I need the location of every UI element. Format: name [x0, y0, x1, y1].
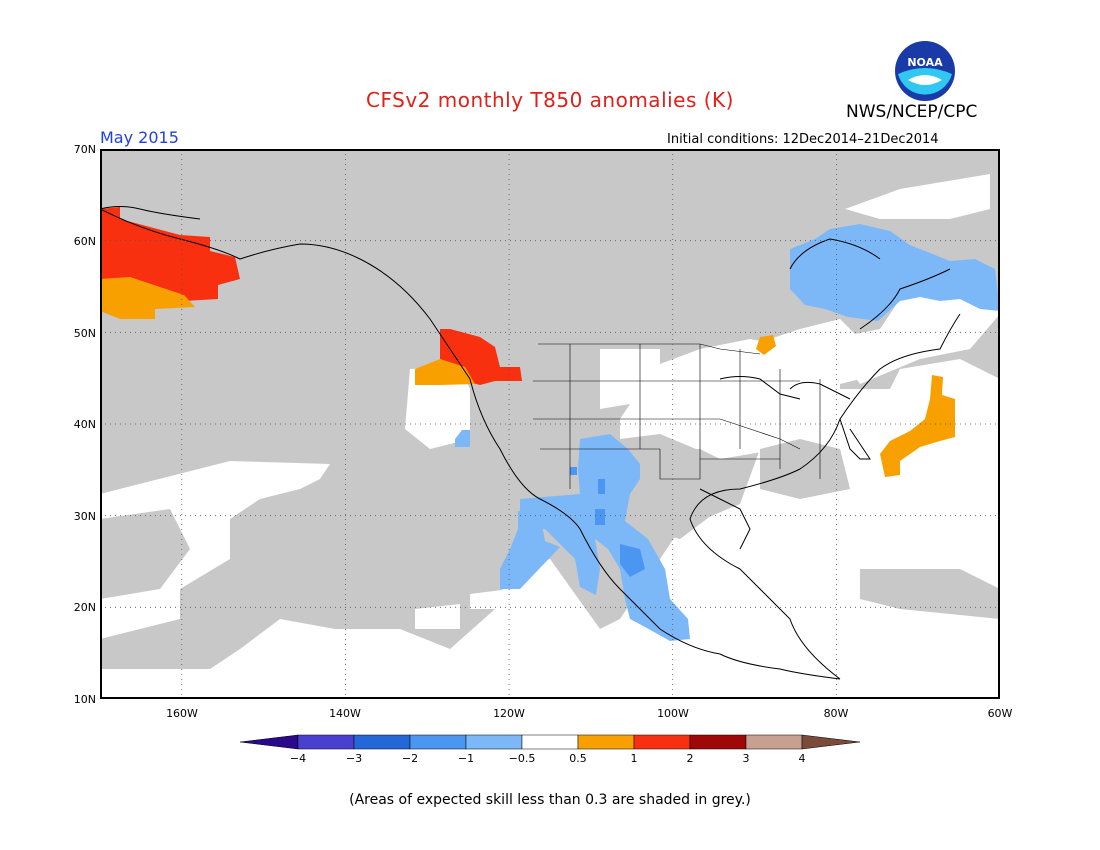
lon-label-160w: 160W — [166, 707, 198, 720]
colorbar-swatch-min — [240, 734, 299, 750]
pacific-nw-warm-orange — [415, 359, 475, 385]
lon-label-100w: 100W — [657, 707, 689, 720]
cold-anomalies — [455, 224, 1000, 641]
lat-label-20n: 20N — [73, 601, 96, 614]
lon-label-140w: 140W — [329, 707, 361, 720]
lon-label-120w: 120W — [493, 707, 525, 720]
footnote: (Areas of expected skill less than 0.3 a… — [349, 792, 751, 808]
colorbar-swatch-7 — [633, 734, 691, 750]
pacific-cold-small — [455, 430, 470, 447]
lat-label-60n: 60N — [73, 235, 96, 248]
colorbar-swatch-8 — [689, 734, 747, 750]
coastlines — [100, 206, 961, 680]
map-frame — [100, 149, 1000, 699]
warm-anomalies — [100, 207, 955, 477]
lat-label-50n: 50N — [73, 327, 96, 340]
colorbar-label: −1 — [457, 752, 475, 765]
colorbar-label: 3 — [742, 752, 750, 765]
atlantic-warm-orange — [880, 375, 955, 477]
greatlakes-warm-orange — [756, 335, 776, 355]
interior-grey — [100, 149, 1000, 619]
initial-conditions: Initial conditions: 12Dec2014–21Dec2014 — [667, 132, 939, 147]
colorbar-swatch-3 — [409, 734, 467, 750]
southwest-cold — [520, 434, 690, 641]
pacific-cold — [500, 511, 560, 589]
colorbar-swatches — [240, 734, 860, 750]
colorbar-label: −3 — [345, 752, 363, 765]
colorbar-label: 0.5 — [569, 752, 587, 765]
state-borders — [533, 343, 821, 489]
chart-title: CFSv2 monthly T850 anomalies (K) — [366, 88, 734, 112]
lat-label-40n: 40N — [73, 418, 96, 431]
graticule — [100, 149, 1000, 699]
hudson-cold — [790, 224, 1000, 321]
southwest-cold-deep — [570, 467, 645, 577]
lat-label-70n: 70N — [73, 143, 96, 156]
anomaly-map — [100, 149, 1000, 699]
colorbar-label: −2 — [401, 752, 419, 765]
colorbar — [240, 734, 860, 750]
colorbar-swatch-1 — [297, 734, 355, 750]
colorbar-label: −4 — [289, 752, 307, 765]
agency-label: NWS/NCEP/CPC — [846, 102, 978, 122]
colorbar-swatch-6 — [577, 734, 635, 750]
noaa-logo-text: NOAA — [907, 56, 943, 69]
colorbar-swatch-2 — [353, 734, 411, 750]
lat-label-10n: 10N — [73, 693, 96, 706]
lat-label-30n: 30N — [73, 510, 96, 523]
lon-label-60w: 60W — [987, 707, 1013, 720]
alaska-warm-red — [100, 207, 240, 301]
colorbar-swatch-9 — [745, 734, 803, 750]
colorbar-swatch-4 — [465, 734, 523, 750]
colorbar-label: 2 — [686, 752, 694, 765]
colorbar-swatch-max — [801, 734, 860, 750]
colorbar-label: 4 — [798, 752, 806, 765]
colorbar-swatch-5 — [521, 734, 579, 750]
alaska-warm-orange — [100, 277, 195, 319]
noaa-logo: NOAA — [895, 41, 955, 101]
forecast-month: May 2015 — [100, 128, 179, 147]
lon-label-80w: 80W — [823, 707, 849, 720]
colorbar-label: −0.5 — [508, 752, 536, 765]
colorbar-label: 1 — [630, 752, 638, 765]
